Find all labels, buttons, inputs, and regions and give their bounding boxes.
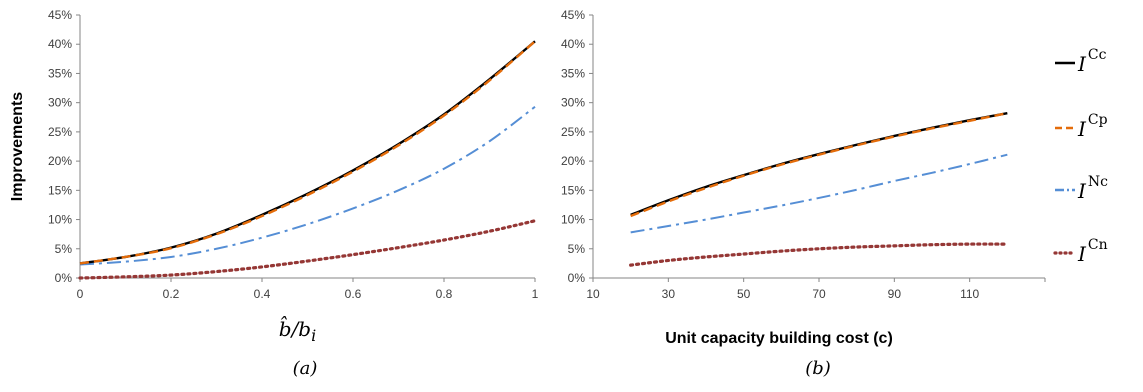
series-line-cn — [629, 242, 1009, 267]
y-tick-label: 20% — [48, 154, 72, 168]
series-line-cc — [79, 40, 536, 265]
y-tick-label: 0% — [568, 271, 586, 285]
y-tick-label: 40% — [561, 37, 585, 51]
y-tick-label: 25% — [48, 125, 72, 139]
y-tick-label: 35% — [48, 66, 72, 80]
legend-label-cn: I Cn — [1077, 237, 1108, 266]
series-line-cp — [79, 40, 536, 265]
y-tick-label: 20% — [561, 154, 585, 168]
y-tick-label: 10% — [48, 213, 72, 227]
series-line-cc — [630, 112, 1008, 216]
y-tick-label: 5% — [568, 242, 586, 256]
legend-label-sup: Nc — [1088, 174, 1108, 190]
legend: I Cc I Cp I Nc I Cn — [1053, 47, 1108, 266]
panel-label: (a) — [293, 358, 318, 379]
legend-label-sup: Cc — [1088, 47, 1107, 63]
y-tick-label: 30% — [561, 96, 585, 110]
series-line-cp — [630, 112, 1008, 218]
series-line-cn — [78, 219, 537, 280]
x-tick-label: 0.8 — [436, 287, 453, 301]
series-line-nc — [630, 153, 1008, 234]
y-tick-label: 5% — [55, 242, 73, 256]
y-tick-label: 15% — [561, 183, 585, 197]
y-tick-label: 30% — [48, 96, 72, 110]
x-tick-label: 1 — [532, 287, 539, 301]
x-tick-label: 90 — [888, 287, 902, 301]
x-axis-title: Unit capacity building cost (c) — [665, 330, 893, 347]
y-tick-label: 15% — [48, 183, 72, 197]
y-tick-label: 25% — [561, 125, 585, 139]
y-tick-label: 0% — [55, 271, 73, 285]
legend-label-nc: I Nc — [1077, 174, 1108, 203]
y-tick-label: 10% — [561, 213, 585, 227]
y-tick-label: 45% — [48, 8, 72, 22]
x-tick-label: 0 — [77, 287, 84, 301]
legend-label-cc: I Cc — [1077, 47, 1107, 76]
x-tick-label: 0.2 — [163, 287, 180, 301]
panel-label: (b) — [805, 358, 831, 379]
x-axis-title: b̂/bi — [279, 315, 316, 345]
panel-a: 0% 5% 10% 15% 20% 25% 30% 35% 40% 45% 0 0.2 0.4 0.6 0.… — [9, 8, 539, 379]
y-tick-label: 40% — [48, 37, 72, 51]
legend-label-sup: Cp — [1088, 112, 1108, 128]
x-axis-title-subscript: i — [311, 326, 316, 345]
y-tick-label: 35% — [561, 66, 585, 80]
x-tick-label: 50 — [737, 287, 751, 301]
x-tick-label: 70 — [812, 287, 826, 301]
x-tick-label: 30 — [662, 287, 676, 301]
series-line-nc — [79, 105, 536, 266]
x-tick-label: 0.6 — [345, 287, 362, 301]
panel-b: 0% 5% 10% 15% 20% 25% 30% 35% 40% 45% 10 30 50 70 90 11… — [561, 8, 1046, 379]
y-axis-title: Improvements — [9, 92, 26, 201]
x-tick-label: 0.4 — [254, 287, 271, 301]
x-tick-label: 110 — [960, 287, 979, 301]
legend-label-cp: I Cp — [1077, 112, 1108, 141]
y-tick-label: 45% — [561, 8, 585, 22]
legend-label-sup: Cn — [1088, 237, 1108, 253]
x-tick-label: 10 — [586, 287, 600, 301]
